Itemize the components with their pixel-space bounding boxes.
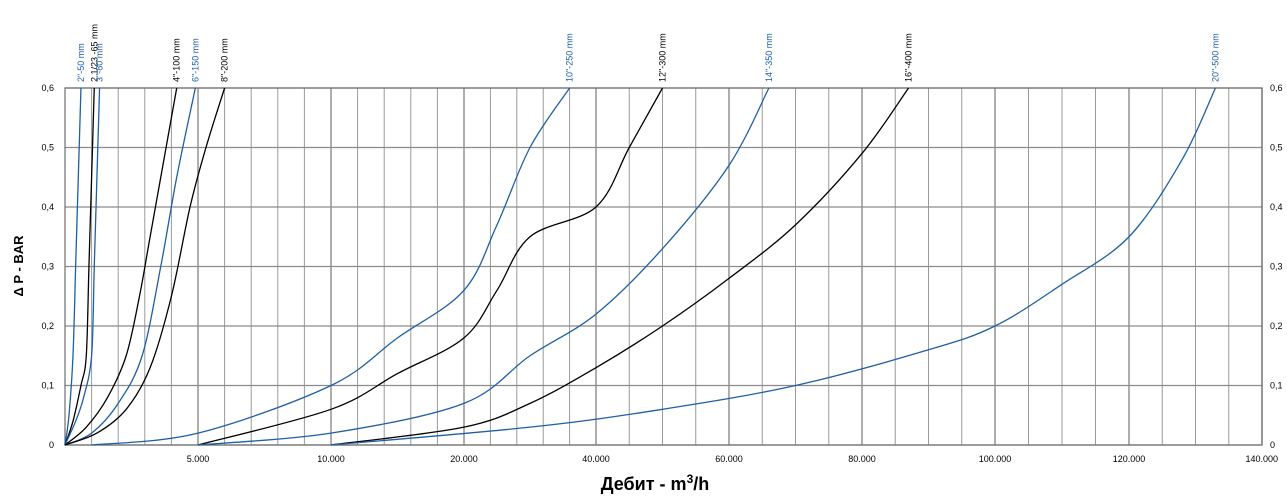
y-tick-label-right: 0,4 [1270,202,1283,212]
grid [65,87,1263,446]
series-label-2: 3"-80 mm [95,43,105,82]
curve-labels: 2"-50 mm 2 1/23 -65 mm3"-80 mm 4"-100 mm 6"… [76,24,1220,82]
y-tick-label-right: 0,1 [1270,381,1283,391]
y-tick-label-right: 0,2 [1270,321,1283,331]
series-line-8 [197,87,770,446]
x-axis-title-main: Дебит - m [601,474,687,494]
x-axis-title: Дебит - m3/h [601,472,710,494]
x-tick-label: 20.000 [450,454,478,464]
series-line-7 [197,87,664,446]
x-tick-label: 40.000 [582,454,610,464]
x-tick-label: 120.000 [1113,454,1146,464]
plot-border [64,87,1263,446]
series-label-5: 8"-200 mm [220,38,230,82]
series-label-10: 20"-500 mm [1210,33,1220,82]
series-layer [64,87,1217,446]
series-label-4: 6"-150 mm [190,38,200,82]
series-label-9: 16"-400 mm [904,33,914,82]
series-line-9 [330,87,910,446]
x-tick-label: 140.000 [1245,454,1278,464]
series-line-5 [64,87,226,446]
series-label-0: 2"-50 mm [76,43,86,82]
series-label-8: 14"-350 mm [764,33,774,82]
tick-labels: 0 0 0,1 0,1 0,2 0,2 0,3 0,3 0,4 0,4 0,5 0,5 0,6 0,6 5.… [41,83,1282,464]
series-line-2 [64,87,101,446]
y-tick-label-right: 0 [1270,440,1275,450]
y-axis-title: Δ P - BAR [11,235,26,297]
series-label-3: 4"-100 mm [172,38,182,82]
y-tick-label-right: 0,5 [1270,143,1283,153]
y-tick-label-left: 0 [49,440,54,450]
x-tick-label: 60.000 [715,454,743,464]
y-tick-label-left: 0,6 [41,83,54,93]
y-tick-label-left: 0,3 [41,262,54,272]
x-tick-label: 100.000 [979,454,1012,464]
plot-frame [64,87,1263,446]
x-tick-label: 80.000 [848,454,876,464]
series-line-0 [64,87,82,446]
x-tick-label: 5.000 [187,454,210,464]
x-axis-title-suffix: /h [693,474,709,494]
series-line-3 [64,87,178,446]
x-tick-label: 10.000 [317,454,345,464]
x-axis-title-sup: 3 [687,472,694,486]
y-tick-label-left: 0,1 [41,381,54,391]
series-line-10 [330,87,1217,446]
series-label-1: 2 1/23 -65 mm [89,24,99,82]
series-line-4 [64,87,196,446]
series-label-6: 10"-250 mm [565,33,575,82]
y-tick-label-left: 0,5 [41,143,54,153]
series-line-1 [64,87,95,446]
y-tick-label-right: 0,3 [1270,262,1283,272]
series-line-6 [91,87,571,446]
y-tick-label-left: 0,2 [41,321,54,331]
y-tick-label-right: 0,6 [1270,83,1283,93]
y-tick-label-left: 0,4 [41,202,54,212]
series-label-7: 12"-300 mm [658,33,668,82]
